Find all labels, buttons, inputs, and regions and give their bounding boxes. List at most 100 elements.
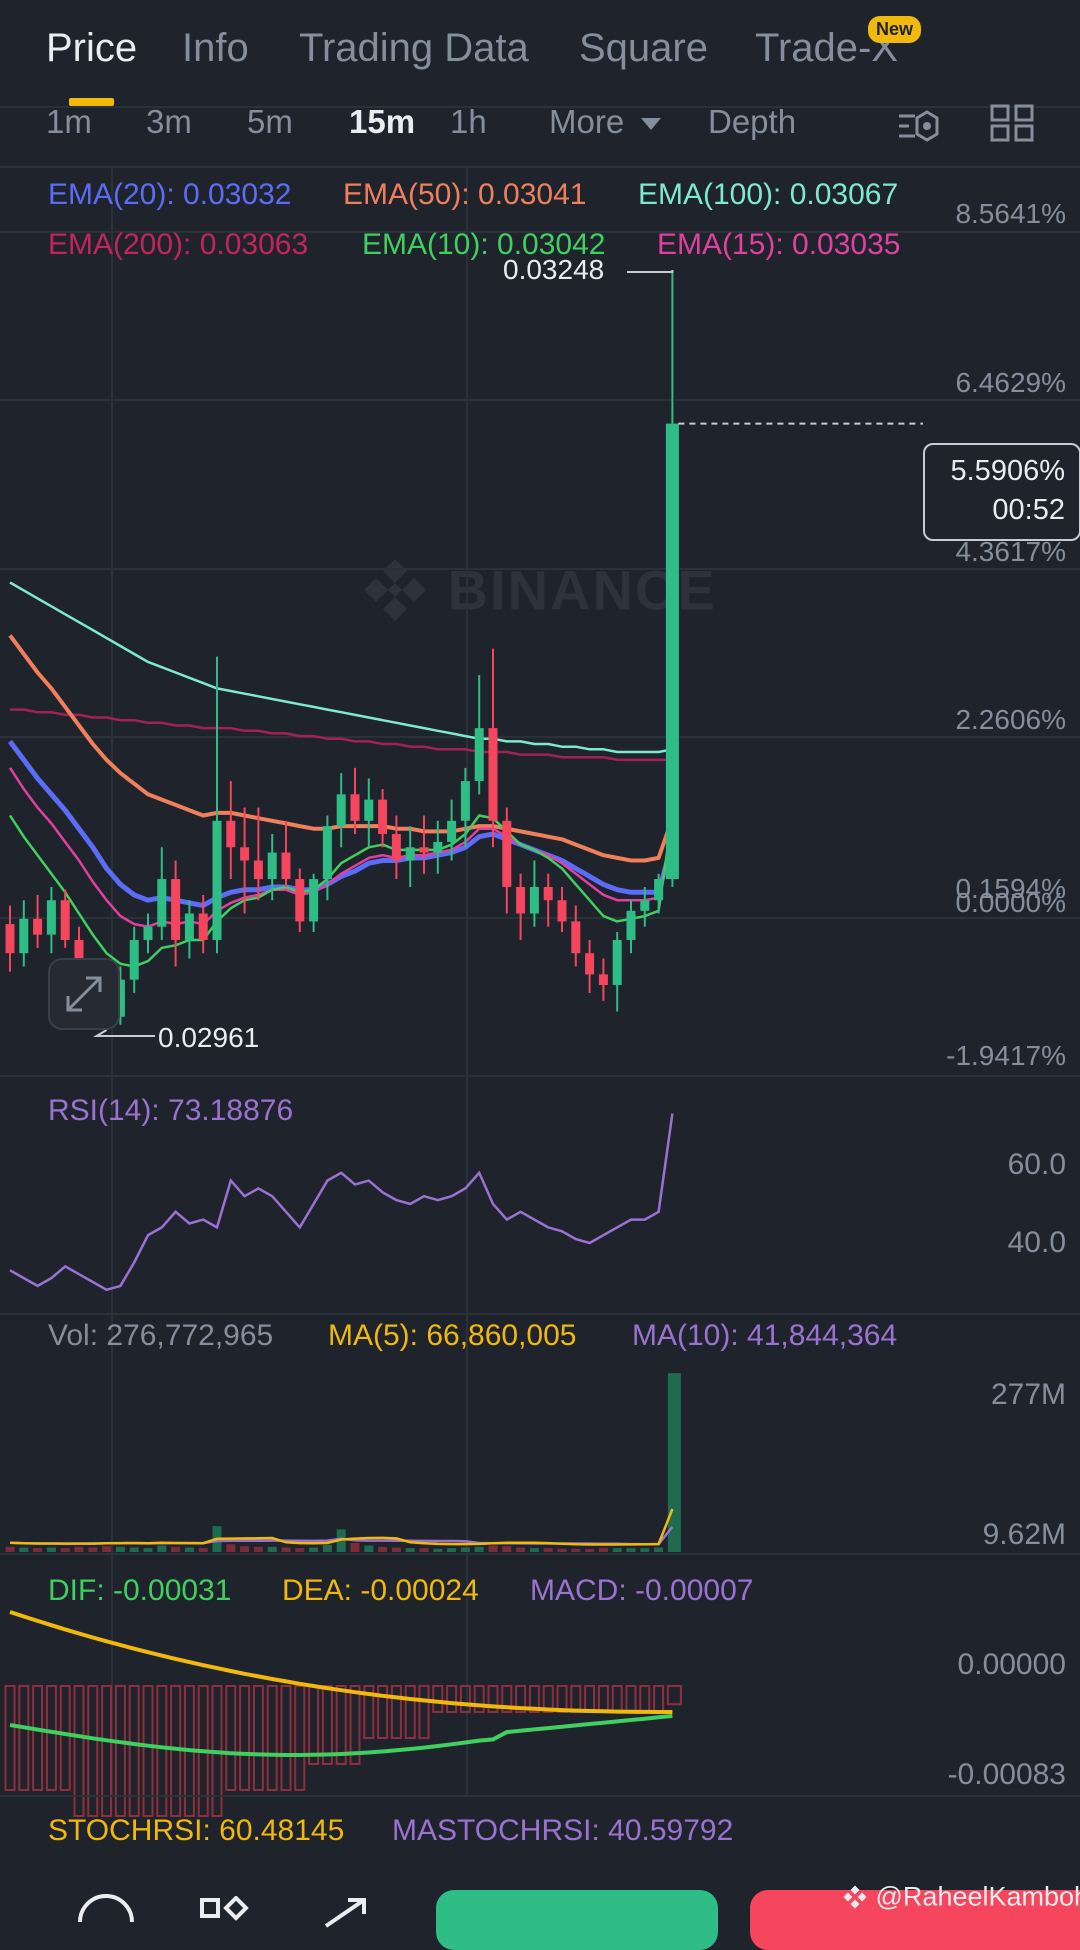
price-axis-label: 8.5641% bbox=[955, 198, 1066, 229]
interval-3m[interactable]: 3m bbox=[146, 103, 192, 140]
binance-logo-icon bbox=[843, 1885, 867, 1909]
candle-body bbox=[184, 913, 194, 940]
candle-body bbox=[129, 939, 139, 980]
volume-bar bbox=[171, 1546, 181, 1552]
macd-histogram-bar bbox=[432, 1685, 444, 1713]
legend-ema20: EMA(20): 0.03032 bbox=[48, 178, 292, 211]
widgets-icon[interactable] bbox=[200, 1896, 252, 1931]
macd-histogram-bar bbox=[584, 1685, 596, 1713]
tab-info[interactable]: Info bbox=[182, 26, 249, 70]
volume-bar bbox=[543, 1548, 553, 1552]
more-menu-icon[interactable] bbox=[76, 1888, 136, 1923]
macd-histogram-bar bbox=[390, 1685, 402, 1739]
macd-histogram-bar bbox=[45, 1685, 57, 1791]
high-leader-line bbox=[627, 270, 674, 273]
low-price-label: 0.02961 bbox=[158, 1022, 260, 1053]
chart-settings-icon[interactable] bbox=[895, 106, 941, 146]
candle-body bbox=[364, 799, 374, 821]
volume-bar bbox=[460, 1547, 470, 1552]
layout-grid-icon[interactable] bbox=[990, 104, 1034, 144]
candle-body bbox=[46, 900, 56, 935]
buy-button[interactable] bbox=[436, 1890, 718, 1950]
legend-ema15: EMA(15): 0.03035 bbox=[657, 228, 901, 261]
more-button[interactable]: More bbox=[549, 103, 663, 141]
high-price-label: 0.03248 bbox=[503, 254, 605, 285]
volume-bar bbox=[667, 1373, 681, 1552]
volume-bar bbox=[502, 1546, 512, 1552]
rsi-legend: RSI(14): 73.18876 bbox=[48, 1094, 294, 1127]
volume-bar bbox=[488, 1545, 498, 1552]
volume-bar bbox=[585, 1548, 595, 1552]
candle-body bbox=[253, 860, 263, 880]
fullscreen-button[interactable] bbox=[48, 958, 120, 1030]
candle-body bbox=[309, 879, 319, 922]
macd-histogram-bar bbox=[418, 1685, 430, 1739]
macd-histogram-bar bbox=[294, 1685, 306, 1791]
macd-histogram-bar bbox=[114, 1685, 126, 1817]
candle-body bbox=[447, 820, 457, 842]
interval-15m[interactable]: 15m bbox=[349, 103, 416, 140]
candle-body bbox=[571, 921, 581, 954]
volume-bar bbox=[143, 1548, 153, 1552]
new-badge: New bbox=[868, 16, 922, 43]
ema-line-ema20 bbox=[7, 739, 675, 908]
ema-line-ema200 bbox=[10, 708, 673, 762]
legend-ema200: EMA(200): 0.03063 bbox=[48, 228, 309, 261]
price-axis-label: 4.3617% bbox=[955, 536, 1066, 567]
rsi-axis-label: 40.0 bbox=[1007, 1226, 1066, 1259]
volume-bar bbox=[157, 1545, 167, 1552]
price-axis-label: 2.2606% bbox=[955, 704, 1066, 735]
volume-bar bbox=[516, 1547, 526, 1552]
volume-bar bbox=[612, 1548, 622, 1552]
tab-price[interactable]: Price bbox=[46, 26, 138, 70]
depth-tab[interactable]: Depth bbox=[708, 103, 797, 140]
volume-bar bbox=[405, 1548, 415, 1552]
macd-histogram-bar bbox=[473, 1685, 485, 1713]
candle-body bbox=[33, 918, 43, 935]
candle-body bbox=[281, 852, 291, 880]
macd-pane bbox=[4, 1610, 682, 1817]
interval-1h[interactable]: 1h bbox=[450, 103, 487, 140]
volume-bar bbox=[309, 1547, 319, 1552]
candle-body bbox=[474, 728, 484, 782]
interval-1m[interactable]: 1m bbox=[46, 103, 92, 140]
candle-body bbox=[502, 820, 512, 888]
tab-trading-data[interactable]: Trading Data bbox=[299, 26, 529, 70]
ma5-legend: MA(5): 66,860,005 bbox=[328, 1319, 577, 1352]
candle-body bbox=[585, 953, 595, 975]
candle-body bbox=[543, 887, 553, 901]
author-credit: @RaheelKamboh bbox=[842, 1880, 1080, 1912]
candle-body bbox=[198, 913, 208, 940]
volume-bar bbox=[654, 1547, 664, 1552]
candle-body bbox=[240, 847, 250, 861]
candle-body bbox=[557, 900, 567, 922]
volume-bar bbox=[253, 1546, 263, 1552]
tab-square[interactable]: Square bbox=[579, 26, 708, 70]
ema-line-ema100 bbox=[9, 581, 673, 754]
volume-bar bbox=[557, 1548, 567, 1552]
dif-legend: DIF: -0.00031 bbox=[48, 1574, 232, 1607]
divider-main-rsi bbox=[0, 1075, 1080, 1077]
rsi-axis-label: 60.0 bbox=[1007, 1148, 1066, 1181]
macd-histogram-bar bbox=[73, 1685, 85, 1817]
candle-body bbox=[529, 887, 539, 914]
macd-histogram-bar bbox=[266, 1685, 278, 1791]
volume-bar bbox=[640, 1548, 650, 1552]
candle-body bbox=[295, 879, 305, 922]
candle-body bbox=[433, 841, 443, 853]
macd-histogram-bar bbox=[487, 1685, 499, 1713]
candle-body bbox=[143, 926, 153, 940]
price-axis-label: 6.4629% bbox=[955, 367, 1066, 398]
candle-body bbox=[19, 918, 29, 954]
divider-vol-macd bbox=[0, 1553, 1080, 1555]
macd-histogram-bar bbox=[335, 1685, 347, 1765]
trade-arrow-icon[interactable] bbox=[320, 1896, 372, 1931]
candle-body bbox=[226, 820, 236, 848]
interval-5m[interactable]: 5m bbox=[247, 103, 293, 140]
macd-histogram-bar bbox=[404, 1685, 416, 1739]
macd-histogram-bar bbox=[59, 1685, 71, 1791]
volume-bar bbox=[184, 1547, 194, 1552]
candle-body bbox=[598, 974, 608, 985]
volume-bar bbox=[240, 1546, 250, 1552]
